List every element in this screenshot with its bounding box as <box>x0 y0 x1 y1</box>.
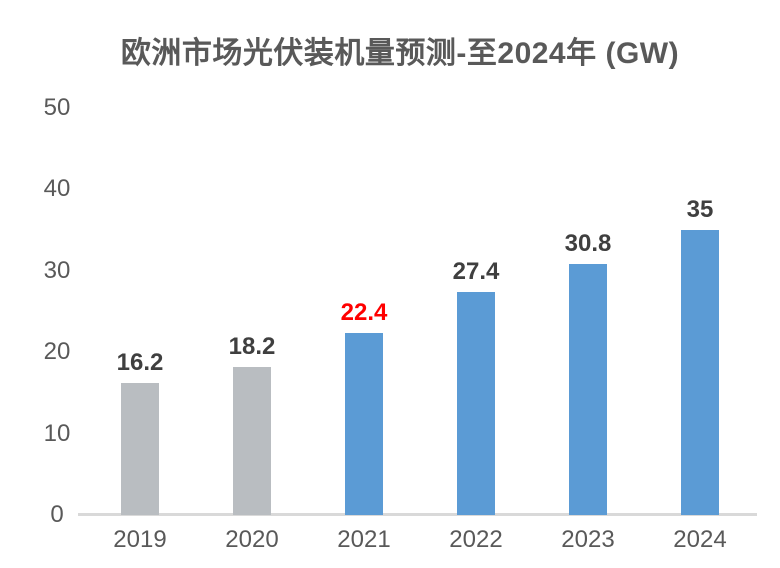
bar-2020 <box>233 366 271 515</box>
y-tick-label: 50 <box>43 94 71 121</box>
value-label-2019: 16.2 <box>116 349 164 377</box>
value-label-2021: 22.4 <box>340 298 388 326</box>
value-label-2024: 35 <box>686 196 714 224</box>
bar-2019 <box>121 383 159 515</box>
x-axis-line <box>78 513 757 516</box>
x-tick-label-2020: 2020 <box>225 526 279 553</box>
y-tick-label: 20 <box>43 338 71 366</box>
bar-2022 <box>457 291 495 515</box>
y-tick-label: 30 <box>43 256 71 284</box>
y-tick-label: 0 <box>50 501 64 528</box>
y-tick-label: 10 <box>43 419 71 447</box>
x-tick-label-2023: 2023 <box>561 526 615 553</box>
x-tick-label-2024: 2024 <box>673 526 727 553</box>
x-tick-label-2022: 2022 <box>449 526 503 553</box>
x-tick-label-2019: 2019 <box>113 526 167 553</box>
y-tick-label: 40 <box>43 175 71 203</box>
chart-title: 欧洲市场光伏装机量预测-至2024年 (GW) <box>120 37 680 70</box>
value-label-2023: 30.8 <box>564 230 612 258</box>
bar-2023 <box>569 264 607 515</box>
x-tick-label-2021: 2021 <box>337 526 391 553</box>
bar-2021 <box>345 332 383 515</box>
value-label-2022: 27.4 <box>452 257 500 285</box>
bar-2024 <box>681 230 719 515</box>
value-label-2020: 18.2 <box>228 332 276 360</box>
